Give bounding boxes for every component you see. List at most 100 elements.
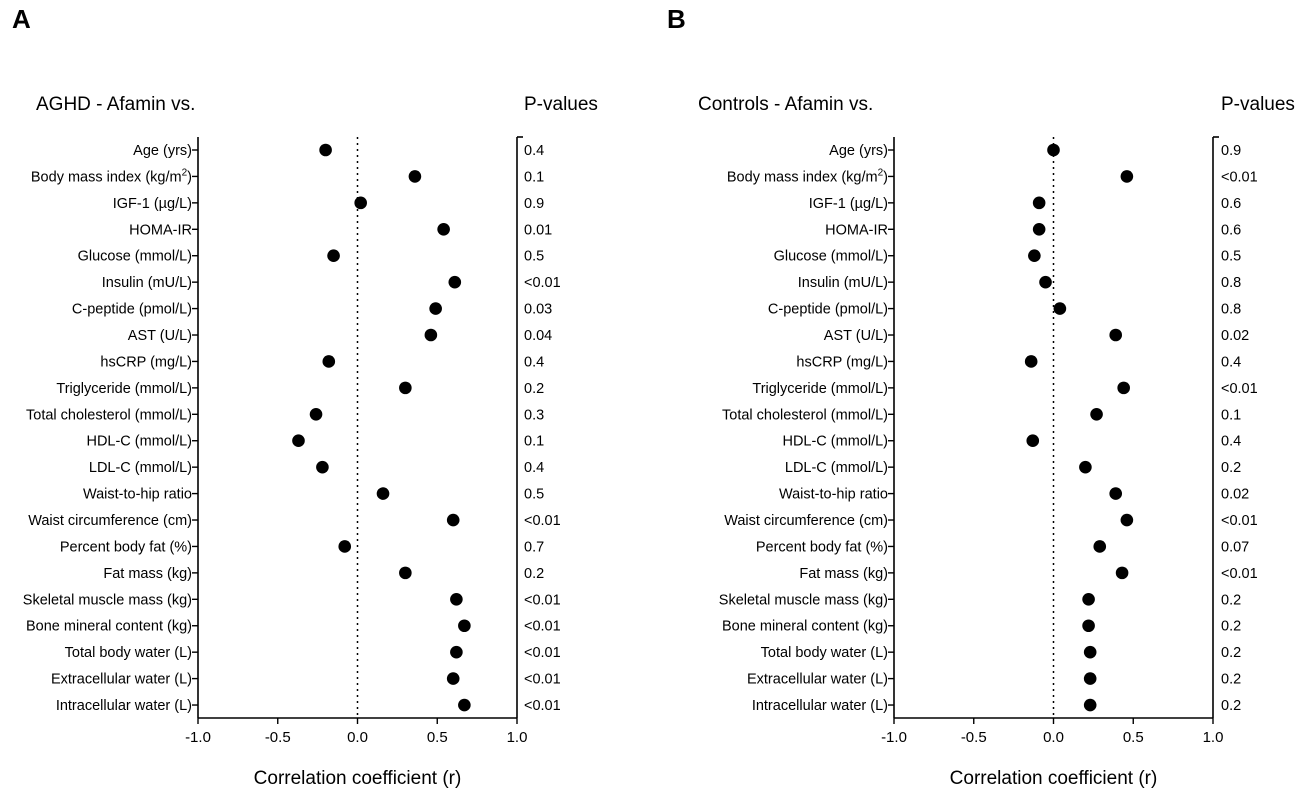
panel-b-pvalue: 0.9 bbox=[1221, 143, 1241, 159]
panel-b-data-point bbox=[1053, 302, 1067, 315]
panel-a-data-point bbox=[322, 355, 336, 368]
panel-b-category-label: Intracellular water (L) bbox=[752, 698, 888, 714]
panel-a-pvalue: 0.7 bbox=[524, 539, 544, 555]
panel-a-title: AGHD - Afamin vs. bbox=[36, 94, 196, 115]
panel-a-pvalue: 0.04 bbox=[524, 328, 552, 344]
panel-a-x-tick-label: -1.0 bbox=[185, 729, 211, 746]
panel-a-data-point bbox=[338, 540, 352, 553]
panel-a-category-label: Age (yrs) bbox=[133, 143, 192, 159]
panel-b-pvalue: 0.02 bbox=[1221, 328, 1249, 344]
panel-a-pvalue: 0.4 bbox=[524, 354, 544, 370]
panel-a-data-point bbox=[376, 487, 390, 500]
panel-b-x-tick-label: 0.0 bbox=[1043, 729, 1064, 746]
panel-a-data-point bbox=[327, 249, 340, 263]
panel-b-category-label: Waist circumference (cm) bbox=[724, 513, 888, 529]
panel-a-data-point bbox=[316, 460, 329, 474]
panel-a-category-label: Triglyceride (mmol/L) bbox=[56, 381, 192, 397]
panel-b-pvalue: 0.07 bbox=[1221, 539, 1249, 555]
panel-b-pvalue: <0.01 bbox=[1221, 169, 1258, 185]
panel-a-pvalue: 0.2 bbox=[524, 381, 544, 397]
panel-a-category-label: HDL-C (mmol/L) bbox=[86, 434, 192, 450]
panel-a-data-point bbox=[292, 434, 305, 448]
panel-a-category-label: C-peptide (pmol/L) bbox=[72, 302, 192, 318]
panel-a-x-tick-label: 0.0 bbox=[347, 729, 368, 746]
panel-a-pvalue: 0.5 bbox=[524, 249, 544, 265]
panel-b-category-label: Percent body fat (%) bbox=[756, 539, 888, 555]
panel-a-pvalue: <0.01 bbox=[524, 698, 561, 714]
panel-a-data-point bbox=[424, 328, 438, 342]
panel-a-pvalue: <0.01 bbox=[524, 672, 561, 688]
panel-a-category-label: IGF-1 (µg/L) bbox=[113, 196, 192, 212]
panel-b-category-label: Skeletal muscle mass (kg) bbox=[719, 592, 888, 608]
panel-b-pvalue: 0.4 bbox=[1221, 354, 1241, 370]
panel-b-letter: B bbox=[667, 4, 686, 34]
panel-b-title: Controls - Afamin vs. bbox=[698, 94, 874, 115]
panel-b-x-axis-label: Correlation coefficient (r) bbox=[950, 768, 1158, 789]
panel-a-pvalue: <0.01 bbox=[524, 275, 561, 291]
panel-b-pvalue: 0.2 bbox=[1221, 698, 1241, 714]
panel-a-data-point bbox=[399, 381, 412, 395]
panel-b-category-label: AST (U/L) bbox=[824, 328, 888, 344]
panel-b-pvalue: <0.01 bbox=[1221, 566, 1258, 582]
panel-a-pvalues-header: P-values bbox=[524, 94, 598, 115]
panel-a-data-point bbox=[450, 593, 463, 606]
panel-a-x-tick-label: 0.5 bbox=[427, 729, 448, 746]
panel-b-data-point bbox=[1047, 143, 1060, 157]
panel-a-category-label: hsCRP (mg/L) bbox=[100, 354, 192, 370]
panel-b-pvalue: 0.6 bbox=[1221, 196, 1241, 212]
panel-a-data-point bbox=[354, 196, 367, 210]
panel-b-pvalues-header: P-values bbox=[1221, 94, 1295, 115]
panel-a-data-point bbox=[429, 302, 442, 315]
panel-a-category-label: Bone mineral content (kg) bbox=[26, 619, 192, 635]
panel-a-category-label: Glucose (mmol/L) bbox=[78, 249, 192, 265]
panel-b-category-label: LDL-C (mmol/L) bbox=[785, 460, 888, 476]
panel-a-category-label: Insulin (mU/L) bbox=[102, 275, 192, 291]
panel-b-pvalue: 0.2 bbox=[1221, 672, 1241, 688]
panel-a-data-point bbox=[448, 275, 462, 289]
panel-b-pvalue: <0.01 bbox=[1221, 513, 1258, 529]
panel-b-category-label: Insulin (mU/L) bbox=[798, 275, 888, 291]
panel-b-data-point bbox=[1120, 513, 1134, 527]
panel-b-pvalue: 0.5 bbox=[1221, 249, 1241, 265]
panel-b-data-point bbox=[1028, 249, 1041, 263]
panel-a-pvalue: <0.01 bbox=[524, 619, 561, 635]
panel-b-data-point bbox=[1083, 645, 1097, 659]
panel-a-category-label: Intracellular water (L) bbox=[56, 698, 192, 714]
panel-b-pvalue: 0.4 bbox=[1221, 434, 1241, 450]
panel-a-category-label: Fat mass (kg) bbox=[103, 566, 192, 582]
panel-a-pvalue: <0.01 bbox=[524, 645, 561, 661]
panel-a-category-label: Percent body fat (%) bbox=[60, 539, 192, 555]
panel-b-pvalue: 0.2 bbox=[1221, 645, 1241, 661]
panel-b-category-label: Triglyceride (mmol/L) bbox=[752, 381, 888, 397]
panel-b-pvalue: 0.6 bbox=[1221, 222, 1241, 238]
panel-a-category-label: Total cholesterol (mmol/L) bbox=[26, 407, 192, 423]
panel-a-category-label: Waist-to-hip ratio bbox=[83, 487, 192, 503]
panel-b-category-label: Body mass index (kg/m2) bbox=[727, 167, 888, 185]
panel-b-category-label: Age (yrs) bbox=[829, 143, 888, 159]
panel-b-data-point bbox=[1117, 381, 1130, 395]
panel-b-data-point bbox=[1026, 434, 1040, 448]
panel-a-pvalue: <0.01 bbox=[524, 592, 561, 608]
panel-a-data-point bbox=[458, 698, 471, 712]
panel-a-category-label: Skeletal muscle mass (kg) bbox=[23, 592, 192, 608]
panel-a-x-axis-label: Correlation coefficient (r) bbox=[254, 768, 462, 789]
panel-a-pvalue: 0.5 bbox=[524, 487, 544, 503]
panel-b-category-label: Waist-to-hip ratio bbox=[779, 487, 888, 503]
panel-a-data-point bbox=[399, 566, 412, 580]
panel-a-category-label: LDL-C (mmol/L) bbox=[89, 460, 192, 476]
panel-b-category-label: hsCRP (mg/L) bbox=[796, 354, 888, 370]
panel-a-category-label: Extracellular water (L) bbox=[51, 672, 192, 688]
panel-a-data-point bbox=[458, 619, 471, 633]
panel-b-category-label: HOMA-IR bbox=[825, 222, 888, 238]
panel-b-data-point bbox=[1109, 487, 1123, 500]
panel-a-data-point bbox=[408, 170, 422, 183]
panel-b-data-point bbox=[1120, 170, 1134, 183]
panel-a-pvalue: 0.1 bbox=[524, 434, 544, 450]
panel-b-x-tick-label: -0.5 bbox=[961, 729, 987, 746]
panel-b-data-point bbox=[1032, 222, 1046, 236]
panel-a-pvalue: 0.03 bbox=[524, 302, 552, 318]
panel-b-data-point bbox=[1082, 619, 1095, 633]
panel-b-data-point bbox=[1039, 275, 1052, 289]
panel-b-data-point bbox=[1024, 355, 1038, 368]
panel-b-data-point bbox=[1093, 540, 1107, 553]
